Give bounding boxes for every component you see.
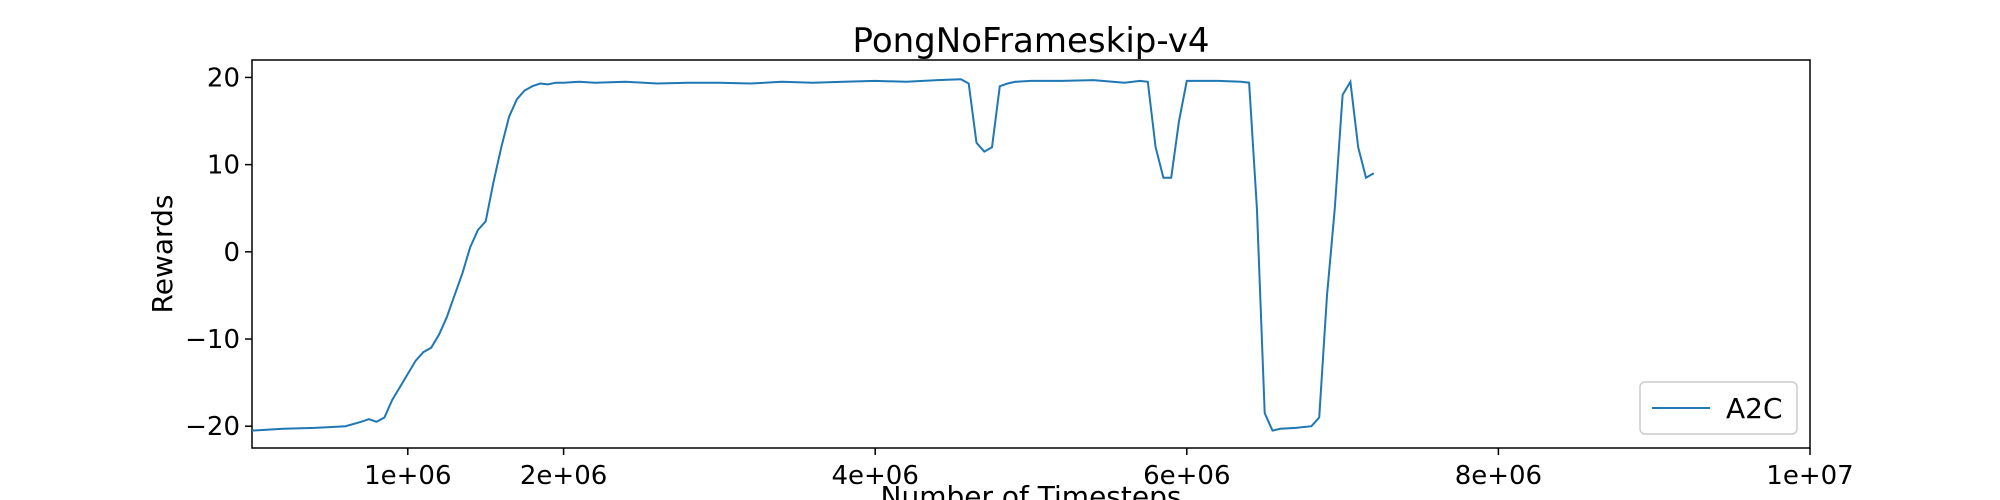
- y-axis: 20 10 0 −10 −20: [185, 63, 252, 442]
- y-tick-label: 0: [223, 238, 240, 268]
- chart-title: PongNoFrameskip-v4: [853, 21, 1210, 61]
- x-tick-label: 8e+06: [1455, 461, 1542, 491]
- y-tick-label: −20: [185, 412, 240, 442]
- y-axis-label: Rewards: [146, 195, 179, 314]
- y-tick-label: 20: [207, 63, 240, 93]
- plot-frame: [251, 59, 1811, 449]
- x-tick-label: 6e+06: [1143, 461, 1230, 491]
- y-tick-label: 10: [207, 151, 240, 181]
- series-line-a2c: [251, 78, 1375, 432]
- legend-label-a2c: A2C: [1726, 392, 1783, 425]
- plot-area: [251, 59, 1811, 449]
- y-tick-label: −10: [185, 325, 240, 355]
- x-axis: 1e+06 2e+06 4e+06 6e+06 8e+06 1e+07: [364, 448, 1854, 491]
- x-tick-label: 2e+06: [520, 461, 607, 491]
- x-tick-label: 1e+07: [1766, 461, 1853, 491]
- legend: A2C: [1639, 381, 1798, 435]
- x-axis-label: Number of Timesteps: [881, 480, 1182, 500]
- x-tick-label: 4e+06: [831, 461, 918, 491]
- legend-box: [1639, 381, 1798, 435]
- x-tick-label: 1e+06: [364, 461, 451, 491]
